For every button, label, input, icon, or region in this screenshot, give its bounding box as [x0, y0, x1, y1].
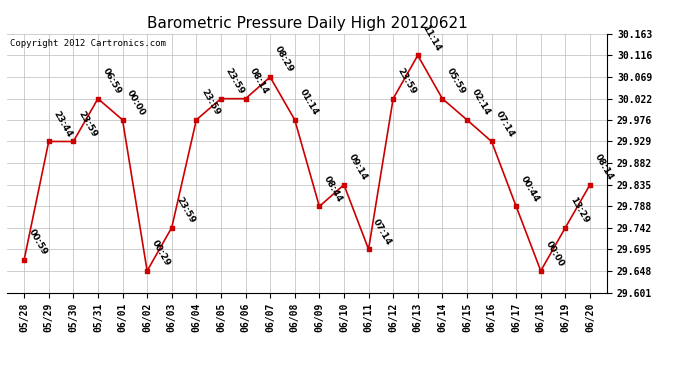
Point — [486, 138, 497, 144]
Point — [191, 117, 202, 123]
Point — [437, 96, 448, 102]
Text: 06:59: 06:59 — [101, 67, 123, 96]
Text: 13:29: 13:29 — [568, 195, 591, 225]
Text: 07:14: 07:14 — [371, 217, 393, 246]
Text: 08:14: 08:14 — [593, 153, 615, 182]
Point — [43, 138, 55, 144]
Point — [314, 203, 325, 209]
Text: 05:59: 05:59 — [445, 67, 467, 96]
Text: Copyright 2012 Cartronics.com: Copyright 2012 Cartronics.com — [10, 39, 166, 48]
Text: 23:59: 23:59 — [224, 66, 246, 96]
Point — [338, 182, 349, 188]
Point — [363, 246, 374, 252]
Point — [462, 117, 473, 123]
Point — [68, 138, 79, 144]
Text: 00:00: 00:00 — [126, 88, 147, 117]
Text: 23:59: 23:59 — [396, 66, 418, 96]
Text: 00:29: 00:29 — [150, 239, 172, 268]
Text: 08:14: 08:14 — [248, 67, 270, 96]
Point — [117, 117, 128, 123]
Title: Barometric Pressure Daily High 20120621: Barometric Pressure Daily High 20120621 — [147, 16, 467, 31]
Point — [289, 117, 300, 123]
Text: 23:59: 23:59 — [175, 195, 197, 225]
Text: 08:29: 08:29 — [273, 45, 295, 74]
Point — [92, 96, 104, 102]
Text: 08:44: 08:44 — [322, 174, 344, 204]
Text: 11:14: 11:14 — [420, 23, 443, 52]
Point — [535, 268, 546, 274]
Point — [166, 225, 177, 231]
Point — [215, 96, 226, 102]
Text: 23:59: 23:59 — [199, 88, 221, 117]
Point — [584, 182, 595, 188]
Point — [265, 74, 276, 80]
Text: 02:14: 02:14 — [470, 88, 492, 117]
Text: 00:59: 00:59 — [27, 228, 49, 257]
Text: 23:44: 23:44 — [52, 109, 74, 139]
Text: 01:14: 01:14 — [297, 88, 319, 117]
Text: 23:59: 23:59 — [76, 109, 98, 139]
Point — [511, 203, 522, 209]
Text: 00:44: 00:44 — [519, 174, 541, 204]
Text: 00:00: 00:00 — [544, 239, 565, 268]
Point — [240, 96, 251, 102]
Point — [141, 268, 152, 274]
Point — [412, 53, 423, 58]
Text: 09:14: 09:14 — [347, 153, 369, 182]
Point — [19, 257, 30, 263]
Point — [388, 96, 399, 102]
Text: 07:14: 07:14 — [494, 109, 517, 139]
Point — [560, 225, 571, 231]
